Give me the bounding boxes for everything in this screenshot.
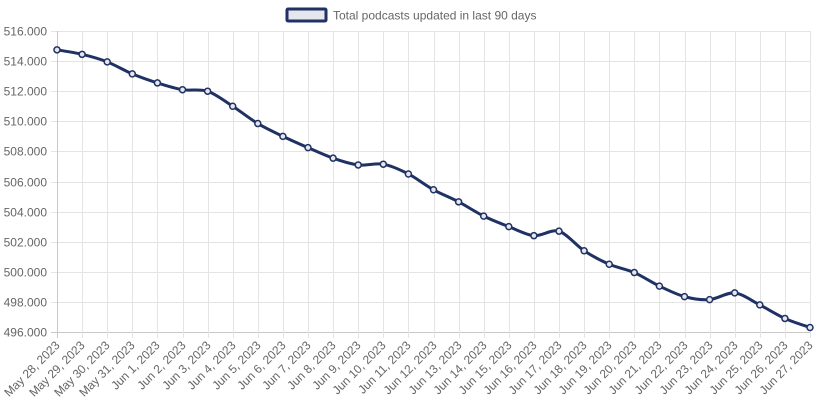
y-tick-label: 506.000 <box>4 176 48 190</box>
data-point[interactable] <box>555 227 563 235</box>
data-point[interactable] <box>379 160 388 168</box>
data-point[interactable] <box>630 268 639 277</box>
data-point[interactable] <box>128 70 137 78</box>
data-point[interactable] <box>178 85 187 94</box>
grid-layer <box>51 31 811 338</box>
data-point[interactable] <box>279 132 287 141</box>
data-point[interactable] <box>404 170 413 178</box>
data-point[interactable] <box>103 58 111 66</box>
series-layer <box>53 46 814 332</box>
data-point[interactable] <box>429 186 438 194</box>
data-point[interactable] <box>329 154 337 162</box>
data-point[interactable] <box>605 260 613 269</box>
data-point[interactable] <box>781 314 789 323</box>
data-point[interactable] <box>705 295 714 304</box>
y-tick-label: 512.000 <box>4 85 48 99</box>
data-point[interactable] <box>254 119 262 128</box>
data-point[interactable] <box>304 143 312 152</box>
data-point[interactable] <box>354 161 362 169</box>
data-point[interactable] <box>530 231 538 240</box>
data-point[interactable] <box>479 212 488 220</box>
legend-swatch[interactable] <box>285 7 328 23</box>
y-tick-label: 502.000 <box>4 236 48 250</box>
data-point[interactable] <box>53 46 61 54</box>
axis-layer: 496.000 498.000 500.000 502.000 504.000 506.0… <box>1 25 816 400</box>
data-point[interactable] <box>655 282 664 290</box>
y-tick-label: 508.000 <box>4 145 48 159</box>
y-tick-label: 510.000 <box>4 115 48 129</box>
data-point[interactable] <box>505 222 513 231</box>
data-point[interactable] <box>78 50 86 59</box>
data-point[interactable] <box>680 292 689 301</box>
data-point[interactable] <box>730 289 739 297</box>
data-point[interactable] <box>454 198 463 206</box>
y-tick-label: 500.000 <box>4 266 48 280</box>
data-point[interactable] <box>203 87 212 95</box>
data-point[interactable] <box>580 246 588 255</box>
y-tick-label: 496.000 <box>4 326 48 340</box>
y-tick-label: 514.000 <box>4 55 48 69</box>
y-tick-label: 498.000 <box>4 296 48 310</box>
data-point[interactable] <box>228 102 237 110</box>
y-tick-label: 504.000 <box>4 206 48 220</box>
legend[interactable]: Total podcasts updated in last 90 days <box>285 7 536 23</box>
data-point[interactable] <box>756 301 764 309</box>
data-point[interactable] <box>806 323 814 332</box>
legend-label[interactable]: Total podcasts updated in last 90 days <box>333 9 536 23</box>
y-tick-label: 516.000 <box>4 25 48 39</box>
data-point[interactable] <box>153 79 162 87</box>
